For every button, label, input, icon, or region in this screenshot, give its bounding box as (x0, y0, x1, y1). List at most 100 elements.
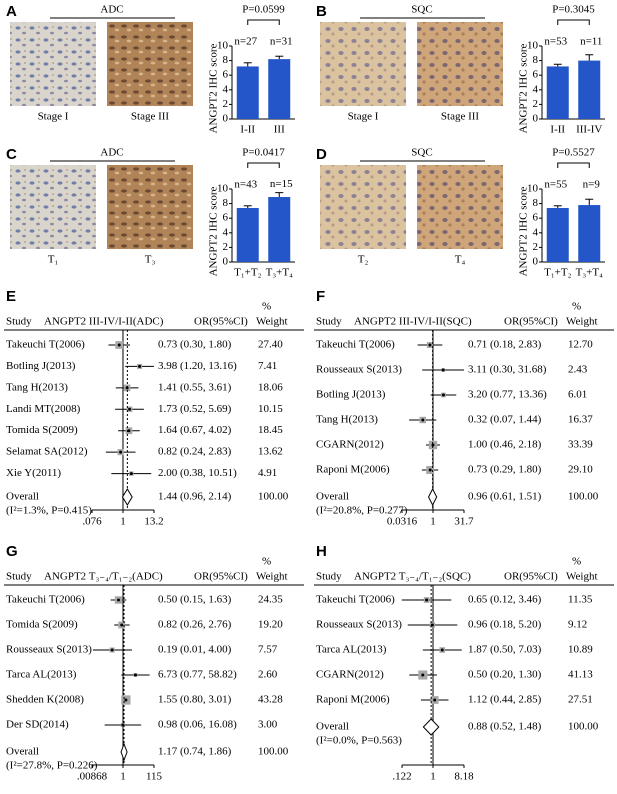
ci-text: 1.44 (0.96, 2.14) (158, 491, 232, 503)
x-tick-label: 0.0316 (387, 516, 418, 528)
point-estimate (124, 698, 128, 702)
y-axis-label: ANGPT2 IHC score (518, 43, 530, 133)
point-estimate (120, 623, 124, 627)
x-tick-label: .076 (82, 516, 102, 528)
group-label: ADC (100, 147, 123, 159)
study-name: Botling J(2013) (6, 360, 76, 372)
weight-text: 41.13 (568, 669, 593, 681)
header-study: Study (6, 316, 32, 328)
ci-text: 1.73 (0.52, 5.69) (158, 403, 232, 415)
panel: D SQC T₂ T₄ ANGPT2 IHC score 0 2 4 6 8 10 n=55 T₁+T₂… (316, 146, 605, 279)
ci-text: 1.87 (0.50, 7.03) (468, 644, 542, 656)
weight-text: 7.41 (258, 360, 277, 372)
group-label: ADC (100, 4, 123, 16)
x-tick-label: 115 (146, 771, 163, 783)
y-tick-label: 0 (223, 113, 229, 125)
image-caption: T₄ (455, 254, 466, 266)
panel-letter: F (316, 288, 325, 305)
point-estimate (440, 648, 444, 652)
study-name: CGARN(2012) (316, 439, 384, 451)
ci-text: 0.82 (0.24, 2.83) (158, 446, 232, 458)
point-estimate (128, 407, 132, 411)
group-label: SQC (411, 147, 432, 159)
ci-text: 0.65 (0.12, 3.46) (468, 594, 542, 606)
ci-text: 3.11 (0.30, 31.68) (468, 364, 547, 376)
n-label: n=31 (270, 36, 293, 48)
micrograph (417, 22, 503, 106)
ci-text: 0.73 (0.30, 1.80) (158, 339, 232, 351)
point-estimate (133, 673, 137, 677)
header-weight: Weight (256, 316, 288, 328)
y-axis-label: ANGPT2 IHC score (518, 186, 530, 276)
y-tick-label: 10 (217, 40, 229, 52)
header-pct: % (572, 556, 581, 568)
panel: C ADC T₁ T₃ ANGPT2 IHC score 0 2 4 6 8 10 n=43 T₁+T₂… (6, 146, 295, 279)
x-tick-label: I-II (550, 124, 565, 136)
weight-text: 27.51 (568, 694, 593, 706)
study-name: Tomida S(2009) (6, 619, 78, 631)
y-tick-label: 4 (533, 226, 539, 238)
study-name: Tang H(2013) (6, 381, 68, 393)
weight-text: 9.12 (568, 619, 587, 631)
study-name: Raponi M(2006) (316, 464, 390, 476)
ci-text: 2.00 (0.38, 10.51) (158, 467, 237, 479)
study-name: Takeuchi T(2006) (6, 339, 85, 351)
ci-text: 0.73 (0.29, 1.80) (468, 464, 542, 476)
micrograph (10, 165, 96, 249)
point-estimate (421, 418, 425, 422)
weight-text: 100.00 (568, 721, 599, 733)
n-label: n=15 (270, 178, 293, 190)
study-name: Raponi M(2006) (316, 694, 390, 706)
panel-letter: A (6, 3, 17, 20)
y-tick-label: 10 (527, 183, 539, 195)
study-name: Rousseaux S(2013) (316, 364, 402, 376)
header-ci: OR(95%CI) (504, 316, 558, 328)
header-study: Study (316, 571, 342, 583)
y-tick-label: 6 (223, 69, 229, 81)
weight-text: 12.70 (568, 339, 593, 351)
header-pct: % (572, 301, 581, 313)
point-estimate (127, 429, 131, 433)
y-tick-label: 8 (533, 54, 539, 66)
point-estimate (138, 364, 142, 368)
ci-text: 0.88 (0.52, 1.48) (468, 721, 542, 733)
header-study: Study (6, 571, 32, 583)
significance-bracket (247, 162, 280, 168)
ci-text: 3.98 (1.20, 13.16) (158, 360, 237, 372)
overall-diamond (427, 487, 438, 507)
y-tick-label: 6 (533, 212, 539, 224)
panel-letter: G (6, 543, 18, 560)
panel: G% Study ANGPT2 T₃₋₄/T₁₋₂(ADC) OR(95%CI) Wei… (4, 543, 304, 783)
ci-text: 1.17 (0.74, 1.86) (158, 746, 232, 758)
x-tick-label: T₁+T₂ (234, 267, 261, 279)
x-tick-label: I-II (240, 124, 255, 136)
study-name: Takeuchi T(2006) (316, 339, 395, 351)
header-weight: Weight (566, 571, 598, 583)
header-title: ANGPT2 T₃₋₄/T₁₋₂(ADC) (44, 571, 163, 583)
point-estimate (428, 343, 432, 347)
y-tick-label: 6 (223, 212, 229, 224)
y-tick-label: 10 (217, 183, 229, 195)
y-tick-label: 8 (533, 197, 539, 209)
y-tick-label: 10 (527, 40, 539, 52)
study-name: Shedden K(2008) (6, 694, 84, 706)
header-title: ANGPT2 T₃₋₄/T₁₋₂(SQC) (354, 571, 471, 583)
point-estimate (433, 698, 437, 702)
y-tick-label: 0 (223, 256, 229, 268)
p-value: P=0.5527 (552, 147, 595, 159)
x-tick-label: III (274, 124, 285, 136)
y-tick-label: 4 (223, 83, 229, 95)
bar (236, 66, 259, 119)
y-tick-label: 8 (223, 54, 229, 66)
panel: B SQC Stage I Stage III ANGPT2 IHC score 0 2 4 6… (316, 3, 605, 136)
y-tick-label: 2 (533, 98, 539, 110)
image-caption: T₃ (145, 254, 156, 266)
study-name: Tarca AL(2013) (6, 669, 77, 681)
y-tick-label: 6 (533, 69, 539, 81)
study-name: Xie Y(2011) (6, 467, 61, 479)
weight-text: 18.06 (258, 381, 283, 393)
panel-letter: H (316, 543, 327, 560)
n-label: n=9 (583, 179, 601, 191)
study-name: Der SD(2014) (6, 719, 69, 731)
